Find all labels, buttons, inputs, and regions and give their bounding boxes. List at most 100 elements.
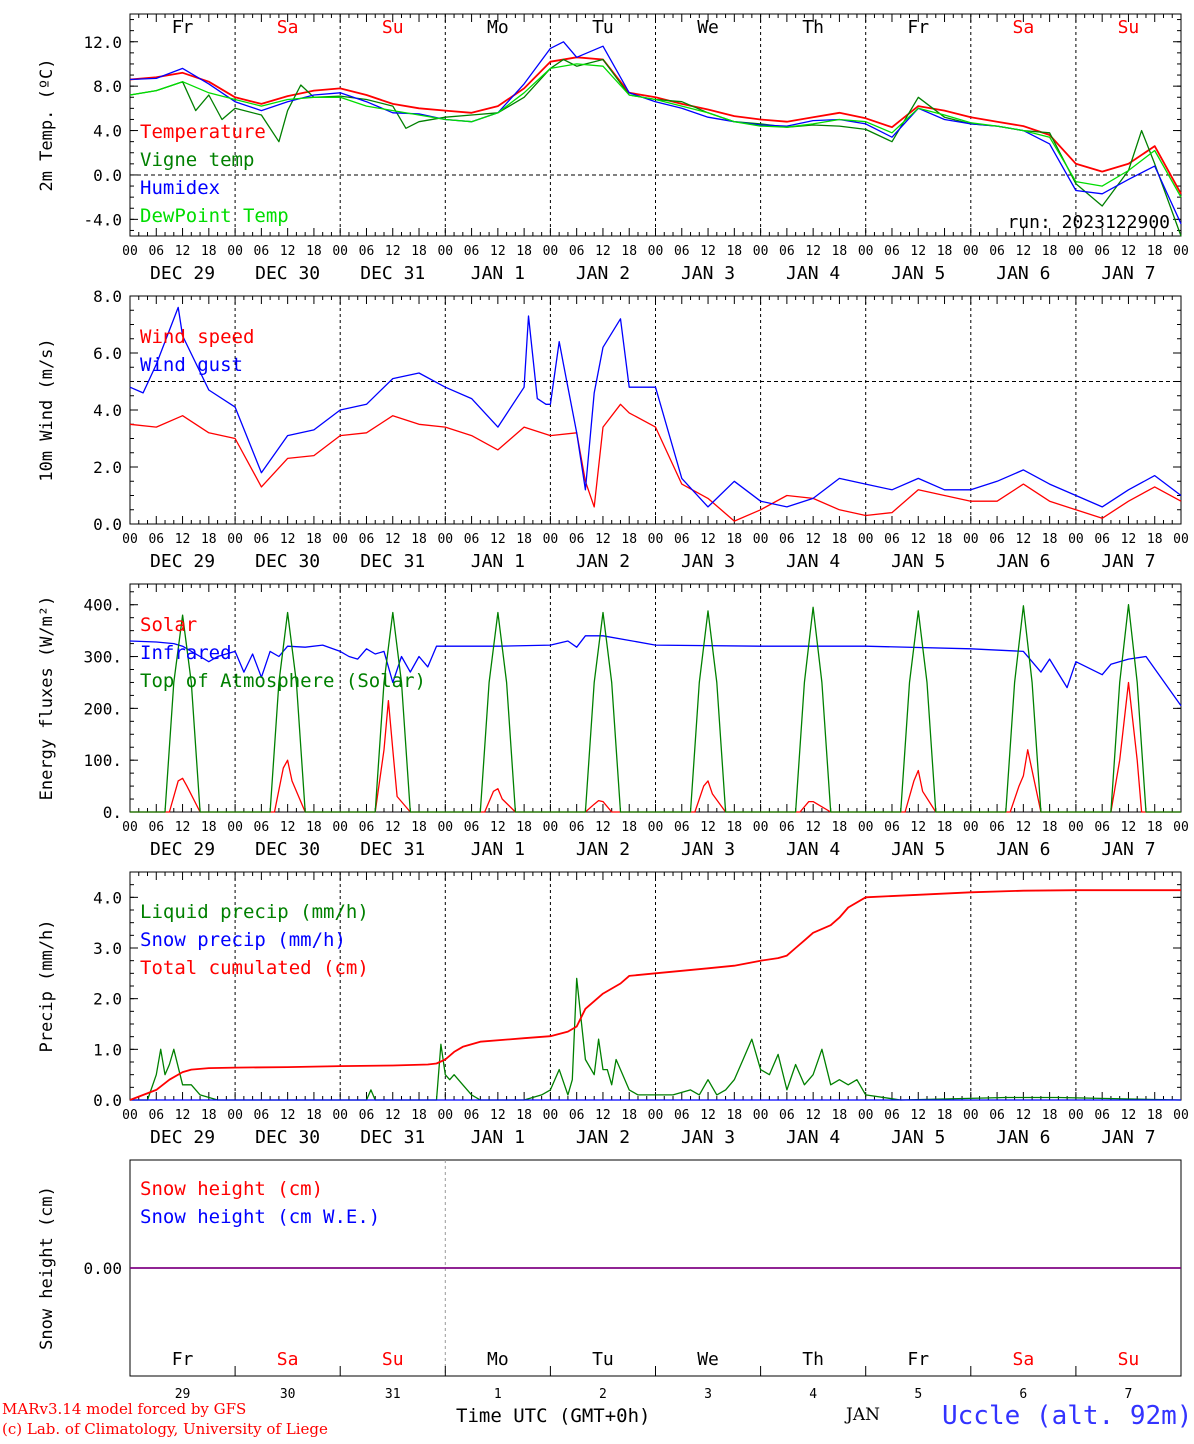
legend-entry: Snow precip (mm/h): [140, 929, 346, 951]
y-axis-label: Snow height (cm): [37, 1186, 57, 1350]
hour-label: 18: [726, 1108, 742, 1123]
hour-label: 06: [884, 820, 900, 835]
hour-label: 00: [332, 244, 348, 259]
hour-label: 12: [700, 244, 716, 259]
date-label: DEC 31: [360, 263, 425, 284]
run-annotation: run: 2023122900: [1007, 212, 1170, 233]
date-label: JAN 3: [681, 263, 735, 284]
ytick-label: 2.0: [93, 458, 122, 477]
hour-label: 06: [464, 244, 480, 259]
hour-label: 12: [805, 244, 821, 259]
legend-entry: Snow height (cm W.E.): [140, 1206, 380, 1228]
weekday-label: Mo: [487, 1349, 509, 1370]
date-label: DEC 30: [255, 839, 320, 860]
hour-label: 00: [543, 244, 559, 259]
hour-label: 18: [306, 820, 322, 835]
hour-label: 12: [910, 244, 926, 259]
ytick-label: 0.0: [93, 1091, 122, 1110]
hour-label: 00: [227, 1108, 243, 1123]
hour-label: 06: [148, 820, 164, 835]
hour-label: 12: [910, 1108, 926, 1123]
weekday-label: Th: [802, 17, 824, 38]
ytick-label: 8.0: [93, 287, 122, 306]
hour-label: 00: [963, 820, 979, 835]
series-line-temperature: [129, 56, 1182, 195]
date-label: JAN 5: [891, 839, 945, 860]
date-label: JAN 6: [996, 839, 1050, 860]
time-axis-label: Time UTC (GMT+0h): [456, 1405, 651, 1427]
legend-entry: Temperature: [140, 121, 266, 143]
hour-label: 06: [148, 244, 164, 259]
hour-label: 06: [1094, 532, 1110, 547]
panel-snow: 0.00 Snow height (cm) Fr 29 Sa 30 Su 31 Mo 1 Tu 2 We…: [37, 1159, 1182, 1402]
hour-label: 00: [1173, 820, 1189, 835]
hour-label: 06: [1094, 1108, 1110, 1123]
hour-label: 06: [254, 532, 270, 547]
weekday-label: Sa: [1013, 1349, 1035, 1370]
date-label: DEC 29: [150, 839, 215, 860]
hour-label: 00: [227, 820, 243, 835]
hour-label: 06: [569, 1108, 585, 1123]
hour-label: 06: [464, 532, 480, 547]
hour-label: 00: [858, 532, 874, 547]
date-label: JAN 1: [471, 263, 525, 284]
hour-label: 18: [832, 820, 848, 835]
hour-label: 06: [674, 1108, 690, 1123]
hour-label: 06: [359, 532, 375, 547]
hour-label: 18: [411, 1108, 427, 1123]
day-number-label: 30: [280, 1387, 296, 1402]
hour-label: 00: [122, 244, 138, 259]
date-label: JAN 7: [1101, 551, 1155, 572]
hour-label: 00: [753, 244, 769, 259]
hour-label: 12: [595, 244, 611, 259]
hour-label: 12: [175, 244, 191, 259]
hour-label: 00: [963, 1108, 979, 1123]
hour-label: 00: [543, 820, 559, 835]
date-label: JAN 3: [681, 839, 735, 860]
weekday-label: Fr: [907, 1349, 929, 1370]
legend-entry: Snow height (cm): [140, 1178, 323, 1200]
legend-entry: Wind gust: [140, 354, 243, 376]
hour-label: 12: [805, 1108, 821, 1123]
hour-label: 12: [280, 820, 296, 835]
date-label: DEC 31: [360, 1127, 425, 1148]
hour-label: 06: [148, 1108, 164, 1123]
month-label: JAN: [846, 1405, 880, 1425]
weekday-label: Mo: [487, 17, 509, 38]
panel-temperature: -4.0 0.0 4.0 8.0 12.0 2m Temp. (ºC) Fr Sa Su Mo Tu…: [37, 13, 1189, 284]
date-label: JAN 7: [1101, 839, 1155, 860]
weekday-label: Fr: [907, 17, 929, 38]
hour-label: 06: [989, 532, 1005, 547]
date-label: JAN 4: [786, 839, 840, 860]
hour-label: 00: [227, 244, 243, 259]
hour-label: 18: [1042, 532, 1058, 547]
ytick-label: 0.0: [93, 515, 122, 534]
ytick-label: 400.: [83, 596, 122, 615]
date-label: DEC 29: [150, 263, 215, 284]
hour-label: 06: [674, 532, 690, 547]
ytick-label: 4.0: [93, 888, 122, 907]
hour-label: 00: [1173, 532, 1189, 547]
series-line-wind-speed: [129, 403, 1182, 522]
date-label: DEC 29: [150, 551, 215, 572]
hour-label: 00: [437, 244, 453, 259]
day-number-label: 2: [599, 1387, 607, 1402]
copyright-credit: (c) Lab. of Climatology, University of L…: [2, 1420, 328, 1438]
ytick-label: 2.0: [93, 990, 122, 1009]
hour-label: 18: [411, 532, 427, 547]
hour-label: 12: [910, 820, 926, 835]
hour-label: 18: [832, 532, 848, 547]
hour-label: 00: [1068, 532, 1084, 547]
day-number-label: 6: [1019, 1387, 1027, 1402]
hour-label: 18: [726, 244, 742, 259]
hour-label: 00: [437, 820, 453, 835]
hour-label: 06: [569, 244, 585, 259]
legend-entry: Vigne temp: [140, 149, 254, 171]
hour-label: 00: [648, 1108, 664, 1123]
date-label: DEC 30: [255, 263, 320, 284]
date-label: DEC 30: [255, 1127, 320, 1148]
hour-label: 12: [385, 1108, 401, 1123]
model-credit: MARv3.14 model forced by GFS: [2, 1400, 247, 1418]
series-line-liquid-precip-mm-h-: [130, 977, 1182, 1101]
hour-label: 00: [858, 820, 874, 835]
